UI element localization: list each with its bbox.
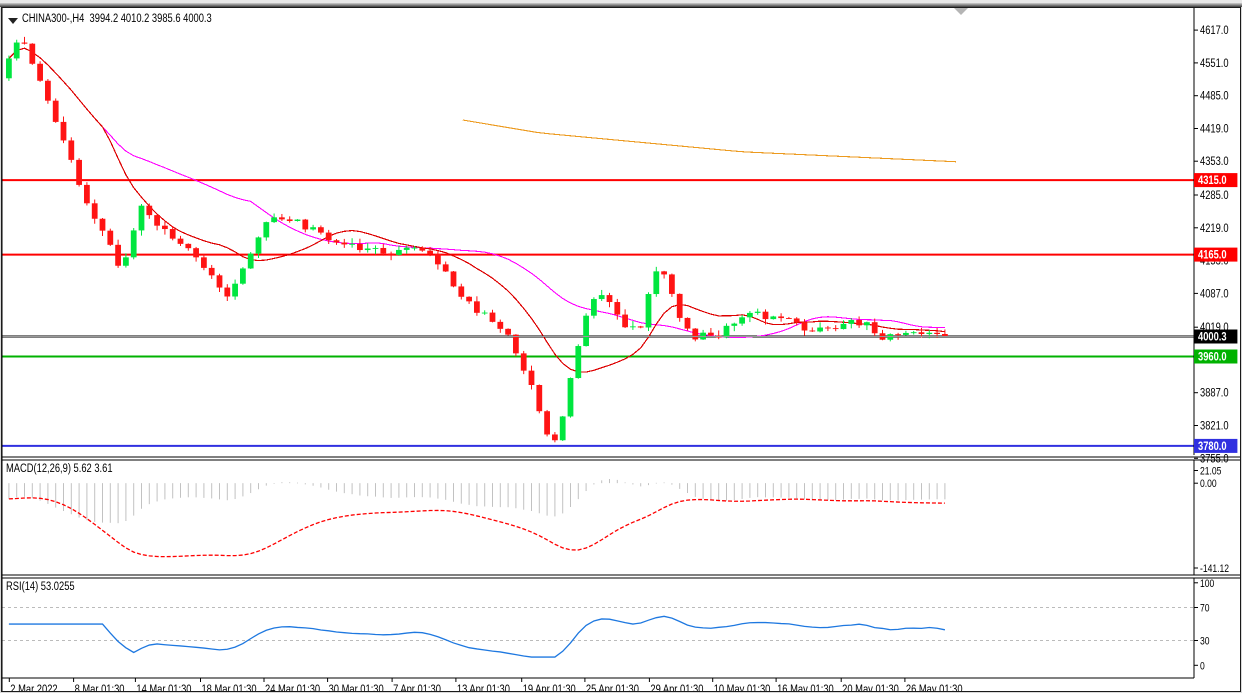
svg-text:4315.0: 4315.0 bbox=[1198, 174, 1227, 187]
svg-text:4087.0: 4087.0 bbox=[1200, 287, 1229, 300]
svg-text:-141.12: -141.12 bbox=[1200, 563, 1229, 575]
svg-text:10 May 01:30: 10 May 01:30 bbox=[714, 683, 771, 692]
svg-text:21.05: 21.05 bbox=[1200, 466, 1222, 478]
svg-text:3755.0: 3755.0 bbox=[1200, 452, 1229, 465]
svg-text:8 Mar 01:30: 8 Mar 01:30 bbox=[75, 683, 125, 692]
svg-text:4419.0: 4419.0 bbox=[1200, 122, 1229, 135]
svg-text:30: 30 bbox=[1200, 636, 1210, 648]
svg-text:26 May 01:30: 26 May 01:30 bbox=[906, 683, 963, 692]
svg-text:RSI(14) 53.0255: RSI(14) 53.0255 bbox=[6, 580, 75, 593]
svg-text:30 Mar 01:30: 30 Mar 01:30 bbox=[329, 683, 384, 692]
svg-text:29 Apr 01:30: 29 Apr 01:30 bbox=[650, 683, 703, 692]
svg-text:4485.0: 4485.0 bbox=[1200, 90, 1229, 103]
svg-text:18 Mar 01:30: 18 Mar 01:30 bbox=[201, 683, 256, 692]
svg-text:4000.3: 4000.3 bbox=[1198, 330, 1227, 343]
svg-text:3960.0: 3960.0 bbox=[1198, 350, 1227, 363]
svg-text:4551.0: 4551.0 bbox=[1200, 57, 1229, 70]
svg-text:4617.0: 4617.0 bbox=[1200, 24, 1229, 37]
svg-text:3887.0: 3887.0 bbox=[1200, 387, 1229, 400]
svg-text:3821.0: 3821.0 bbox=[1200, 419, 1229, 432]
svg-text:25 Apr 01:30: 25 Apr 01:30 bbox=[586, 683, 639, 692]
svg-text:7 Apr 01:30: 7 Apr 01:30 bbox=[393, 683, 441, 692]
svg-text:70: 70 bbox=[1200, 603, 1210, 615]
svg-text:4165.0: 4165.0 bbox=[1198, 249, 1227, 262]
svg-text:4219.0: 4219.0 bbox=[1200, 222, 1229, 235]
svg-text:16 May 01:30: 16 May 01:30 bbox=[777, 683, 834, 692]
svg-text:MACD(12,26,9) 5.62 3.61: MACD(12,26,9) 5.62 3.61 bbox=[6, 462, 113, 475]
svg-text:19 Apr 01:30: 19 Apr 01:30 bbox=[523, 683, 576, 692]
svg-text:24 Mar 01:30: 24 Mar 01:30 bbox=[265, 683, 320, 692]
svg-text:3780.0: 3780.0 bbox=[1198, 440, 1227, 453]
svg-text:13 Apr 01:30: 13 Apr 01:30 bbox=[457, 683, 510, 692]
svg-text:4285.0: 4285.0 bbox=[1200, 189, 1229, 202]
svg-text:0.00: 0.00 bbox=[1200, 478, 1217, 490]
svg-text:14 Mar 01:30: 14 Mar 01:30 bbox=[136, 683, 191, 692]
svg-text:100: 100 bbox=[1200, 578, 1215, 590]
svg-text:2 Mar 2022: 2 Mar 2022 bbox=[10, 683, 57, 692]
svg-text:20 May 01:30: 20 May 01:30 bbox=[842, 683, 899, 692]
svg-text:CHINA300-,H4 3994.2 4010.2 39: CHINA300-,H4 3994.2 4010.2 3985.6 4000.3 bbox=[22, 12, 212, 25]
svg-text:0: 0 bbox=[1200, 660, 1205, 672]
svg-text:4353.0: 4353.0 bbox=[1200, 155, 1229, 168]
